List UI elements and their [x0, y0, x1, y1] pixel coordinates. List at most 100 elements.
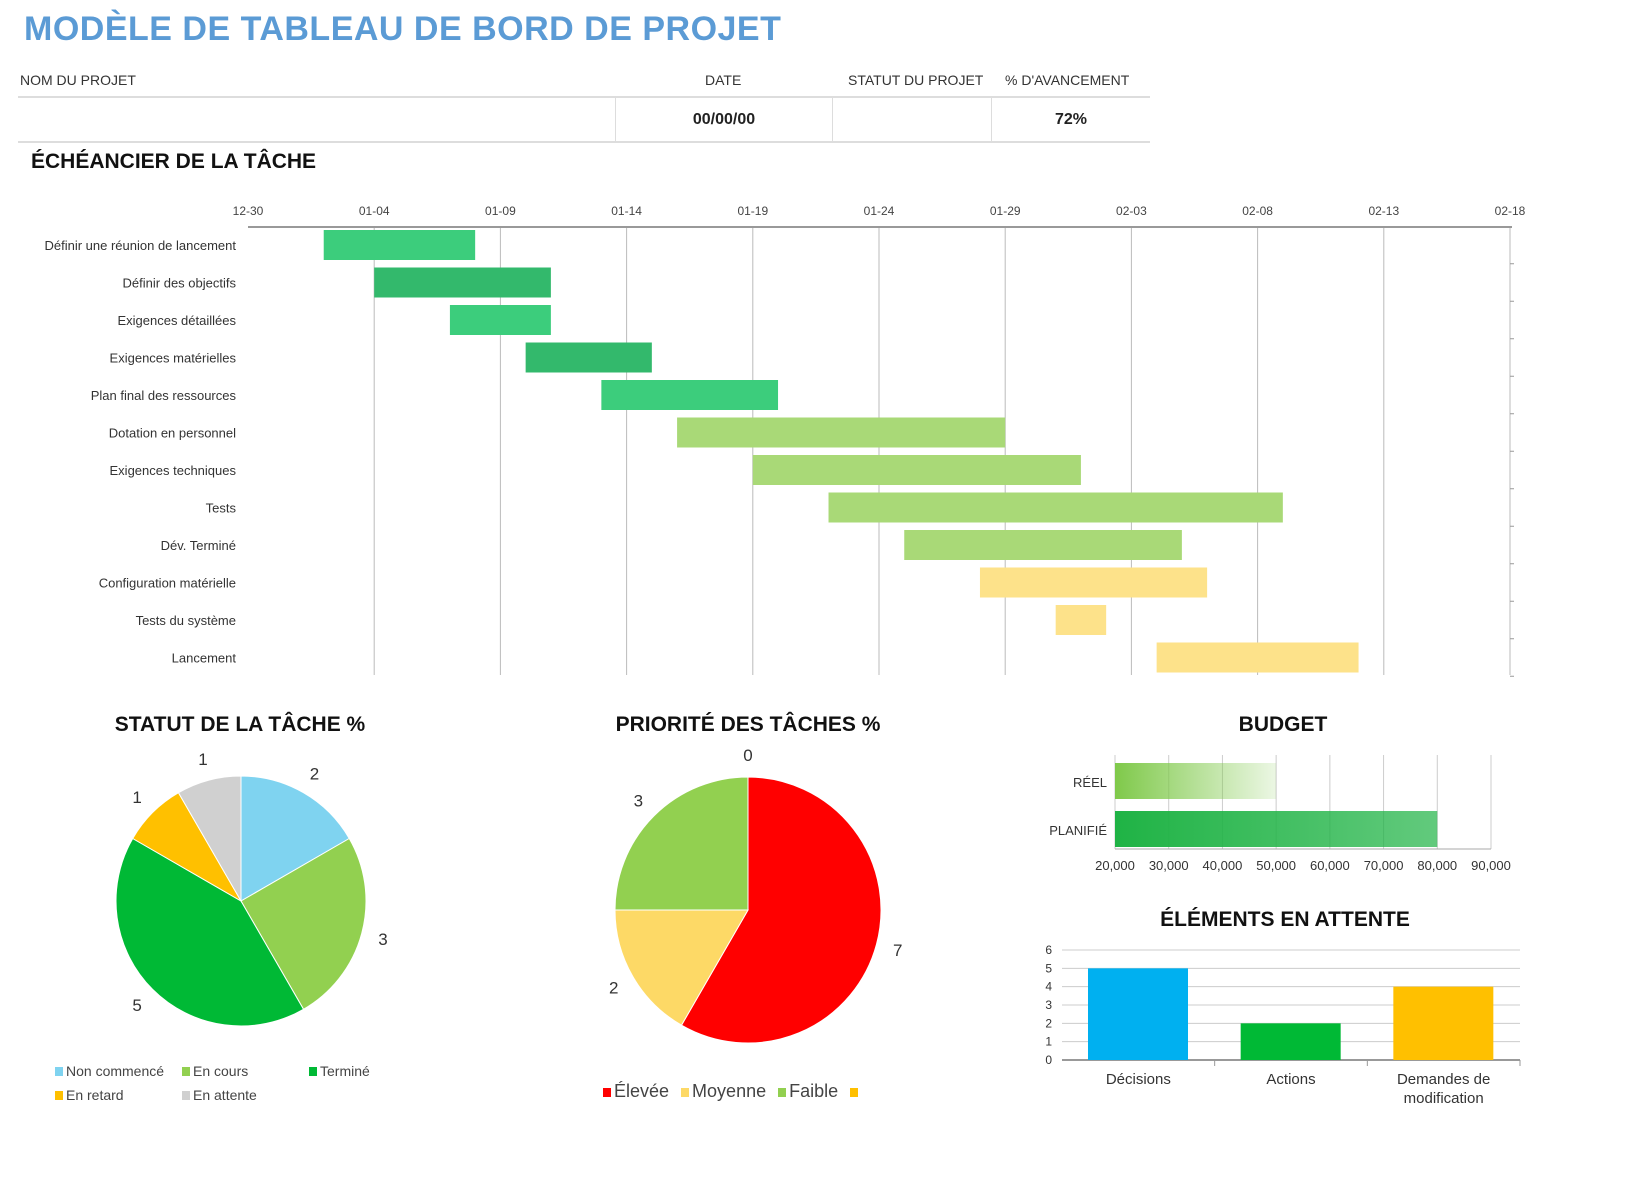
legend-label: Moyenne — [692, 1081, 767, 1101]
budget-tick-label: 50,000 — [1256, 858, 1296, 873]
pending-tick-label: 5 — [1045, 961, 1052, 975]
budget-tick-label: 30,000 — [1149, 858, 1189, 873]
pending-tick-label: 6 — [1045, 943, 1052, 957]
legend-label: Faible — [789, 1081, 839, 1101]
budget-tick-label: 20,000 — [1095, 858, 1135, 873]
status-legend: Non commencé En cours Terminé En retard … — [55, 1063, 385, 1103]
budget-category-label: PLANIFIÉ — [1049, 823, 1107, 838]
pending-chart-title: ÉLÉMENTS EN ATTENTE — [1160, 908, 1410, 931]
gantt-task-label: Dév. Terminé — [161, 538, 236, 553]
budget-bar — [1115, 811, 1438, 847]
budget-bar — [1115, 763, 1277, 799]
pending-bar — [1240, 1023, 1341, 1060]
budget-chart-title: BUDGET — [1238, 713, 1328, 736]
legend-item — [850, 1081, 861, 1102]
gantt-bar — [904, 530, 1182, 560]
pie-slice — [240, 775, 350, 902]
gantt-bar — [1156, 642, 1359, 673]
gantt-task-label: Lancement — [172, 651, 237, 666]
pending-items-bar-chart: 0 1 2 3 4 5 6 Décisions Actions Demandes de modifi… — [1045, 943, 1521, 1107]
legend-label: Non commencé — [66, 1063, 165, 1079]
legend-item: Non commencé — [55, 1063, 182, 1087]
gantt-task-label: Exigences matérielles — [110, 351, 237, 366]
legend-label: Terminé — [320, 1063, 370, 1079]
budget-bar-chart: 20,000 30,000 40,000 50,000 60,000 70,000 80,0… — [1049, 755, 1511, 873]
pie-slice — [680, 776, 882, 1044]
pie-data-label: 2 — [609, 979, 618, 998]
pending-tick-label: 2 — [1045, 1016, 1052, 1030]
pending-tick-label: 3 — [1045, 998, 1052, 1012]
pie-data-label: 3 — [378, 930, 387, 949]
gantt-tick-label: 12-30 — [233, 204, 264, 218]
gantt-task-label: Exigences détaillées — [117, 313, 236, 328]
pie-slice — [614, 909, 749, 1026]
gantt-bar — [828, 492, 1283, 523]
gantt-bar — [525, 342, 652, 373]
gantt-tick-label: 01-19 — [737, 204, 768, 218]
gantt-task-label: Dotation en personnel — [109, 426, 236, 441]
budget-tick-label: 60,000 — [1310, 858, 1350, 873]
pie-data-label: 3 — [634, 791, 643, 810]
pie-data-label: 1 — [198, 750, 207, 769]
pending-tick-label: 4 — [1045, 980, 1052, 994]
pie-slice — [240, 837, 367, 1010]
gantt-task-label: Tests — [206, 501, 237, 516]
legend-item: Faible — [778, 1081, 838, 1102]
project-info-table: 00/00/00 72% — [18, 96, 1150, 143]
legend-item: Moyenne — [681, 1081, 766, 1102]
status-pie-chart: 2 3 5 1 1 — [115, 750, 388, 1027]
legend-item: En attente — [182, 1087, 257, 1103]
gantt-bar — [374, 267, 551, 298]
gantt-bar — [677, 417, 1006, 448]
pie-slice — [614, 776, 749, 911]
legend-item: En retard — [55, 1087, 182, 1103]
pending-bar — [1088, 968, 1188, 1060]
project-name-cell[interactable] — [18, 98, 616, 141]
legend-item: En cours — [182, 1063, 309, 1087]
pending-tick-label: 1 — [1045, 1035, 1052, 1049]
pending-category-label: modification — [1404, 1090, 1484, 1107]
gantt-task-label: Plan final des ressources — [91, 388, 237, 403]
pie-slice — [115, 837, 305, 1027]
legend-label: En cours — [193, 1063, 249, 1079]
legend-label: En attente — [193, 1087, 257, 1103]
gantt-bar — [752, 455, 1081, 485]
gantt-bar — [449, 305, 551, 335]
gantt-tick-label: 02-08 — [1242, 204, 1273, 218]
gantt-tick-label: 02-03 — [1116, 204, 1147, 218]
pending-bar — [1393, 986, 1494, 1060]
progress-header: % D'AVANCEMENT — [1005, 72, 1130, 88]
pending-category-label: Actions — [1266, 1071, 1315, 1088]
legend-label: Élevée — [614, 1081, 670, 1101]
budget-category-label: RÉEL — [1073, 775, 1107, 790]
pie-data-label: 1 — [132, 788, 141, 807]
progress-cell[interactable]: 72% — [1054, 110, 1088, 128]
legend-item: Terminé — [309, 1063, 370, 1087]
gantt-task-label: Tests du système — [136, 613, 236, 628]
budget-tick-label: 70,000 — [1364, 858, 1404, 873]
gantt-tick-label: 01-24 — [864, 204, 895, 218]
gantt-chart: 12-30 01-04 01-09 01-14 01-19 01-24 01-29 02-03… — [44, 204, 1526, 677]
gantt-tick-label: 01-04 — [359, 204, 390, 218]
gantt-task-label: Définir des objectifs — [123, 276, 237, 291]
gantt-task-label: Configuration matérielle — [99, 576, 236, 591]
priority-legend: Élevée Moyenne Faible — [603, 1081, 861, 1102]
status-header: STATUT DU PROJET — [848, 72, 984, 88]
date-header: DATE — [705, 72, 742, 88]
legend-label: En retard — [66, 1087, 124, 1103]
status-cell[interactable] — [833, 98, 992, 141]
pie-data-label: 0 — [743, 746, 752, 765]
gantt-bar — [979, 567, 1208, 598]
gantt-bar — [1055, 605, 1107, 635]
pie-data-label: 2 — [310, 765, 319, 784]
pending-tick-label: 0 — [1045, 1053, 1052, 1067]
date-cell[interactable]: 00/00/00 — [616, 98, 833, 141]
priority-chart-title: PRIORITÉ DES TÂCHES % — [615, 713, 881, 736]
budget-tick-label: 90,000 — [1471, 858, 1511, 873]
budget-tick-label: 40,000 — [1203, 858, 1243, 873]
gantt-bar — [601, 380, 779, 410]
gantt-tick-label: 01-09 — [485, 204, 516, 218]
pending-category-label: Décisions — [1106, 1071, 1171, 1088]
gantt-bar — [323, 230, 476, 260]
